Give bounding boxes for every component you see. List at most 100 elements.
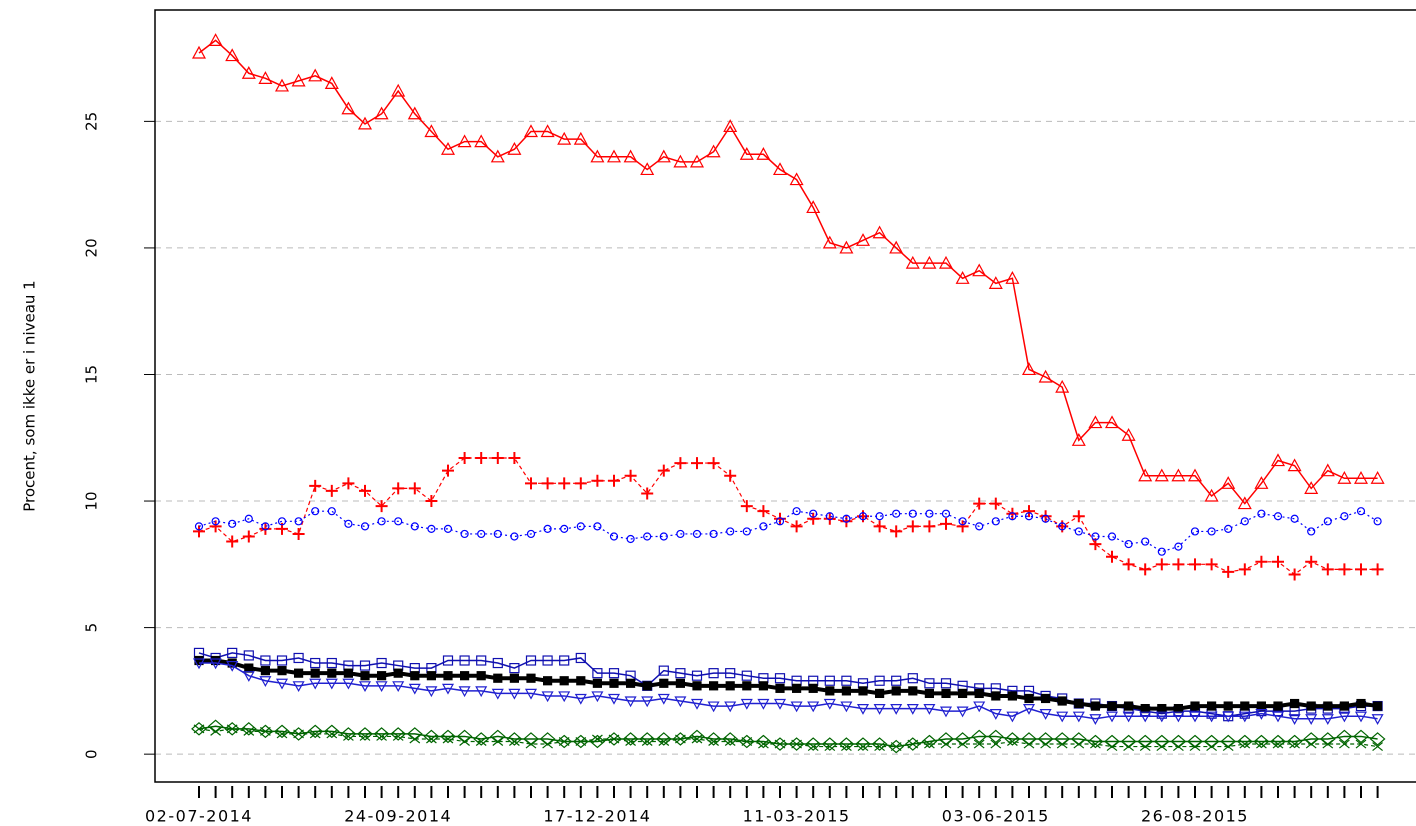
- marker-triangle: [424, 124, 439, 138]
- marker-circle: [1024, 512, 1034, 521]
- marker-filled-square: [1040, 693, 1051, 704]
- marker-filled-square: [742, 681, 752, 691]
- marker-filled-square: [1024, 693, 1034, 704]
- marker-circle: [327, 507, 336, 516]
- series-line: [199, 662, 1378, 720]
- marker-filled-square: [526, 673, 536, 683]
- marker-diamond: [722, 732, 739, 746]
- marker-diamond: [556, 734, 573, 749]
- marker-plus: [242, 530, 255, 543]
- marker-filled-square: [1356, 698, 1366, 709]
- marker-down-triangle: [1172, 711, 1185, 723]
- marker-circle: [1190, 527, 1200, 536]
- marker-filled-square: [360, 671, 370, 681]
- marker-triangle: [191, 45, 207, 59]
- marker-x: [1222, 742, 1234, 752]
- marker-diamond: [1220, 734, 1237, 749]
- marker-down-triangle: [1305, 714, 1318, 725]
- marker-triangle: [723, 119, 738, 133]
- marker-circle: [1307, 527, 1316, 536]
- marker-plus: [840, 515, 853, 528]
- marker-down-triangle: [591, 691, 604, 703]
- marker-x: [293, 729, 304, 739]
- marker-diamond: [572, 734, 589, 749]
- marker-x: [525, 739, 537, 749]
- marker-square: [476, 655, 487, 666]
- marker-circle: [643, 532, 652, 541]
- marker-filled-square: [559, 676, 569, 686]
- marker-filled-square: [1140, 703, 1150, 714]
- marker-down-triangle: [508, 688, 521, 700]
- marker-plus: [425, 495, 438, 508]
- marker-plus: [209, 520, 222, 533]
- marker-triangle: [772, 162, 788, 176]
- marker-down-triangle: [989, 709, 1002, 720]
- marker-circle: [543, 524, 552, 533]
- marker-triangle: [756, 147, 771, 160]
- marker-triangle: [1021, 362, 1037, 376]
- marker-x: [708, 737, 719, 746]
- marker-diamond: [307, 724, 324, 739]
- marker-plus: [989, 497, 1002, 510]
- marker-down-triangle: [973, 701, 986, 713]
- y-tick-label: 5: [83, 623, 101, 633]
- marker-plus: [940, 517, 952, 530]
- marker-circle: [211, 517, 220, 526]
- marker-circle: [1207, 527, 1216, 536]
- marker-triangle: [1320, 463, 1335, 477]
- marker-triangle: [855, 233, 871, 246]
- marker-filled-square: [1157, 703, 1167, 714]
- marker-triangle: [1204, 488, 1219, 502]
- marker-down-triangle: [939, 706, 953, 718]
- marker-circle: [775, 517, 785, 526]
- marker-plus: [1205, 558, 1218, 571]
- marker-square: [675, 668, 686, 679]
- marker-square: [608, 668, 620, 679]
- marker-plus: [1106, 550, 1118, 563]
- marker-circle: [1373, 517, 1382, 526]
- marker-circle: [493, 529, 502, 539]
- marker-diamond: [290, 727, 307, 741]
- marker-circle: [1107, 532, 1117, 541]
- marker-diamond: [987, 729, 1004, 744]
- marker-triangle: [955, 271, 970, 284]
- marker-plus: [325, 484, 338, 497]
- marker-x: [890, 742, 902, 752]
- marker-x: [243, 726, 255, 736]
- marker-diamond: [1021, 732, 1037, 746]
- marker-diamond: [838, 737, 855, 751]
- marker-down-triangle: [740, 698, 753, 710]
- marker-diamond: [705, 732, 722, 746]
- marker-down-triangle: [1188, 711, 1202, 723]
- marker-x: [309, 729, 321, 739]
- marker-circle: [1356, 507, 1366, 516]
- marker-circle: [792, 507, 801, 516]
- marker-plus: [1272, 555, 1284, 568]
- marker-square: [841, 675, 852, 686]
- marker-filled-square: [244, 663, 254, 673]
- marker-diamond: [622, 732, 639, 746]
- marker-diamond: [821, 737, 838, 751]
- marker-circle: [1124, 539, 1133, 549]
- marker-x: [1305, 739, 1317, 749]
- marker-x: [658, 737, 670, 746]
- marker-filled-square: [941, 688, 951, 699]
- marker-circle: [510, 532, 519, 541]
- marker-triangle: [523, 124, 539, 138]
- marker-filled-square: [1273, 701, 1283, 711]
- marker-diamond: [1037, 732, 1054, 746]
- marker-down-triangle: [641, 696, 654, 708]
- marker-filled-square: [625, 678, 636, 688]
- marker-circle: [394, 517, 403, 526]
- marker-down-triangle: [1105, 711, 1119, 723]
- marker-triangle: [1254, 476, 1269, 489]
- marker-down-triangle: [1022, 703, 1036, 715]
- marker-x: [193, 724, 205, 734]
- marker-filled-square: [1007, 691, 1018, 701]
- marker-down-triangle: [724, 701, 737, 713]
- marker-triangle: [490, 149, 505, 163]
- marker-down-triangle: [558, 691, 571, 703]
- marker-diamond: [224, 722, 241, 736]
- marker-circle: [228, 519, 237, 528]
- marker-triangle: [407, 106, 422, 120]
